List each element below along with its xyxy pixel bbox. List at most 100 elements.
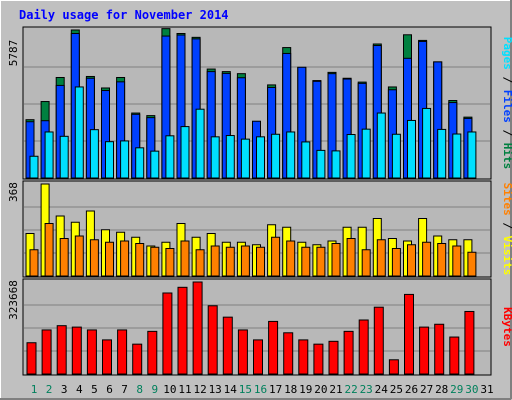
pages-bar	[422, 107, 432, 179]
x-tick-label: 2	[46, 383, 53, 396]
kbytes-bar	[86, 329, 97, 375]
sites-bar	[120, 240, 130, 277]
x-tick-label: 19	[299, 383, 312, 396]
x-tick-label: 4	[76, 383, 83, 396]
pages-bar	[467, 131, 477, 179]
x-tick-label: 17	[269, 383, 282, 396]
sites-bar	[422, 241, 432, 277]
x-tick-label: 23	[360, 383, 373, 396]
x-tick-label: 18	[284, 383, 297, 396]
svg-text:Pages / Files / Hits: Pages / Files / Hits	[501, 37, 512, 170]
top-panel-legend: Pages / Files / Hits	[501, 37, 512, 170]
kbytes-bar	[177, 286, 188, 375]
x-tick-label: 26	[405, 383, 418, 396]
kbytes-bar	[404, 293, 414, 375]
x-tick-label: 25	[390, 383, 403, 396]
pages-bar	[301, 141, 311, 179]
pages-bar	[120, 140, 130, 179]
kbytes-bar	[358, 319, 369, 375]
pages-bar	[331, 150, 341, 179]
kbytes-bar	[434, 323, 445, 375]
pages-bar	[135, 147, 145, 179]
legend-separator: /	[501, 123, 512, 143]
legend-separator: /	[501, 216, 512, 236]
x-axis-labels: 1 2 3 4 5 6 7 8 9 10 11 12 13 14 15 16 17 18 19 20 21 22 23 24 2…	[31, 383, 494, 396]
kbytes-bar	[283, 332, 294, 375]
sites-bar	[29, 249, 39, 277]
pages-bar	[271, 133, 281, 179]
x-tick-label: 13	[209, 383, 222, 396]
kbytes-bar	[207, 305, 218, 375]
pages-bar	[452, 133, 462, 179]
sites-bar	[407, 244, 416, 277]
pages-bar	[286, 131, 296, 179]
kbytes-bar	[222, 316, 233, 375]
sites-bar	[44, 223, 54, 277]
bottom-panel-legend: KBytes	[501, 307, 512, 347]
kbytes-bar	[388, 359, 399, 375]
x-tick-label: 28	[435, 383, 448, 396]
sites-bar	[195, 249, 205, 277]
sites-bar	[225, 246, 235, 277]
kbytes-bar	[328, 340, 339, 375]
sites-bar	[346, 238, 356, 277]
pages-bar	[361, 128, 371, 179]
pages-bar	[29, 155, 39, 179]
x-tick-label: 30	[465, 383, 478, 396]
pages-bar	[180, 126, 190, 179]
x-tick-label: 5	[91, 383, 98, 396]
kbytes-bar	[192, 281, 203, 375]
sites-bar	[210, 245, 220, 277]
x-tick-label: 8	[136, 383, 143, 396]
kbytes-bar	[237, 329, 248, 375]
sites-bar	[59, 238, 69, 277]
x-tick-label: 22	[344, 383, 357, 396]
legend-sites: Sites	[501, 183, 512, 216]
sites-bar	[437, 243, 447, 277]
legend-visits: Visits	[501, 236, 512, 276]
sites-bar	[74, 235, 84, 277]
x-tick-label: 21	[329, 383, 342, 396]
legend-kbytes: KBytes	[501, 307, 512, 347]
pages-bar	[89, 129, 99, 179]
top-panel-max-label: 5787	[7, 40, 20, 67]
x-tick-label: 14	[224, 383, 238, 396]
kbytes-bar	[268, 320, 279, 375]
chart-title: Daily usage for November 2014	[19, 8, 229, 22]
pages-bar	[225, 135, 235, 179]
sites-bar	[150, 246, 160, 277]
sites-bar	[286, 240, 296, 277]
kbytes-bar	[147, 330, 158, 375]
kbytes-bar	[373, 306, 384, 375]
sites-bar	[316, 246, 326, 277]
pages-bar	[346, 134, 356, 179]
x-tick-label: 7	[121, 383, 128, 396]
sites-bar	[331, 243, 341, 277]
pages-bar	[59, 135, 69, 179]
pages-bar	[240, 138, 250, 179]
legend-hits: Hits	[501, 143, 512, 170]
sites-bar	[165, 248, 175, 277]
legend-separator: /	[501, 70, 512, 90]
sites-bar	[105, 241, 114, 277]
pages-bar	[376, 112, 386, 179]
kbytes-bar	[298, 339, 309, 375]
kbytes-bar	[56, 325, 67, 375]
kbytes-bar	[26, 342, 37, 375]
bottom-panel-max-label: 323668	[7, 280, 20, 320]
sites-bar	[256, 246, 265, 277]
x-tick-label: 10	[163, 383, 176, 396]
x-tick-label: 3	[61, 383, 68, 396]
kbytes-bar	[449, 336, 460, 375]
kbytes-bar	[117, 329, 128, 375]
sites-bar	[361, 249, 371, 277]
middle-panel-max-label: 368	[7, 182, 20, 202]
sites-bar	[376, 239, 386, 277]
kbytes-bar	[419, 326, 430, 375]
x-tick-label: 15	[239, 383, 252, 396]
kbytes-bar	[102, 339, 112, 375]
x-tick-label: 16	[254, 383, 267, 396]
sites-bar	[452, 245, 462, 277]
